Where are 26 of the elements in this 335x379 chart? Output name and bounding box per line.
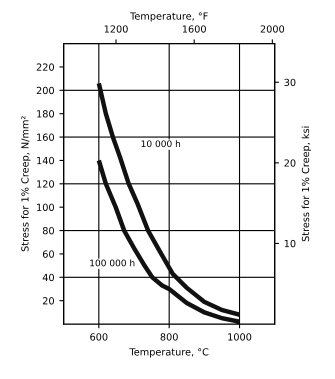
y-tick-label: 80 [42, 227, 54, 234]
y-axis-title: Stress for 1% Creep, N/mm² [21, 116, 31, 252]
x2-tick-label: 1200 [104, 25, 128, 33]
y-tick-label: 200 [36, 86, 54, 94]
y-tick-label: 180 [37, 110, 54, 118]
y-tick-label: 20 [42, 297, 54, 305]
y-tick-label: 100 [37, 204, 54, 212]
y2-tick-label: 10 [284, 240, 296, 248]
x-tick-label: 800 [160, 333, 178, 341]
x-tick-label: 1000 [228, 333, 252, 341]
x2-tick-label: 2000 [260, 25, 284, 33]
x-axis-title: Temperature, °C [129, 348, 208, 358]
x-tick-label: 600 [90, 333, 108, 341]
y-tick-label: 140 [37, 156, 54, 164]
annotation: 100 000 h [90, 259, 134, 266]
y-tick-label: 160 [37, 134, 54, 141]
y-tick-label: 60 [42, 250, 54, 258]
x2-axis-title: Temperature, °F [130, 12, 208, 22]
y2-tick-label: 20 [284, 159, 296, 167]
y2-axis-title: Stress for 1% Creep, ksi [302, 126, 312, 242]
y-tick-label: 220 [36, 63, 54, 71]
y2-tick-label: 30 [284, 78, 296, 86]
y-tick-label: 120 [37, 180, 54, 188]
y-tick-label: 40 [42, 274, 54, 282]
annotation: 10 000 h [142, 140, 180, 148]
x2-tick-label: 1600 [182, 25, 206, 33]
